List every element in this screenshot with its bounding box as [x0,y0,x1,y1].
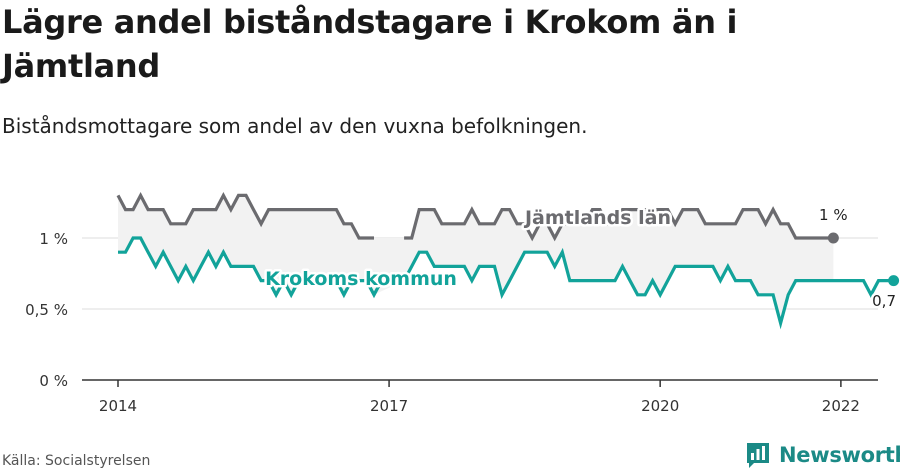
line-chart: 2014 2017 2020 2022 0 % 0,5 % 1 % Jämtlands l… [25,191,900,415]
x-tick-label: 2020 [641,397,679,415]
end-point-jamtland [827,232,839,244]
series-label-jamtland-halo: Jämtlands län [523,207,671,229]
end-label-jamtland-halo: 1 % [819,206,848,224]
y-axis-ticks: 0 % 0,5 % 1 % [25,230,68,390]
series-lines [116,191,900,330]
y-tick-label: 1 % [39,230,68,248]
series-label-krokom-halo: Krokoms kommun [265,268,457,290]
chart-subtitle: Biståndsmottagare som andel av den vuxna… [2,114,588,138]
x-tick-label: 2014 [99,397,137,415]
band-area [118,195,834,324]
x-tick-label: 2022 [822,397,860,415]
end-point-krokom [888,275,900,287]
end-label-krokom-halo: 0,7 % [872,292,900,310]
y-tick-label: 0 % [39,372,68,390]
y-tick-label: 0,5 % [25,301,68,319]
series-label-krokom: Krokoms kommun [265,268,457,290]
series-line-krokom [118,236,894,330]
series-line-jamtland [116,191,834,242]
series-label-jamtland: Jämtlands län [523,207,671,229]
end-label-jamtland: 1 % [819,206,848,224]
brand-logo: Newsworthy [745,440,900,470]
newsworthy-logo-icon [747,443,769,468]
end-label-krokom: 0,7 % [872,292,900,310]
x-axis: 2014 2017 2020 2022 [82,379,878,415]
chart-title: Lägre andel biståndstagare i Krokom än i… [2,3,738,85]
brand-name: Newsworthy [779,443,900,467]
x-tick-label: 2017 [370,397,408,415]
difference-band [118,195,834,324]
source-note: Källa: Socialstyrelsen [2,453,151,469]
